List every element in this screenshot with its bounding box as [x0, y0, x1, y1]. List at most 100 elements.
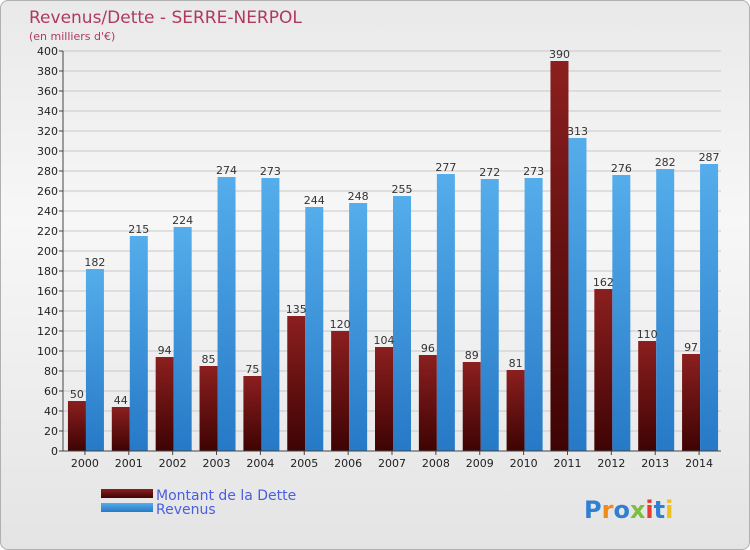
- x-tick-label: 2014: [685, 457, 713, 470]
- x-tick-label: 2003: [203, 457, 231, 470]
- data-label-dette: 97: [684, 341, 698, 354]
- y-tick-label: 20: [44, 425, 58, 438]
- logo-letter: i: [665, 496, 673, 524]
- bar-revenus: [700, 164, 719, 451]
- proxiti-logo: Proxiti: [584, 496, 673, 524]
- data-label-dette: 390: [549, 48, 570, 61]
- chart-subtitle: (en milliers d'€): [29, 30, 115, 43]
- data-label-dette: 75: [245, 363, 259, 376]
- x-tick-label: 2011: [553, 457, 581, 470]
- bar-revenus: [261, 178, 280, 451]
- bar-dette: [506, 370, 525, 451]
- logo-letter: o: [613, 496, 630, 524]
- logo-letter: P: [584, 496, 602, 524]
- x-tick-label: 2002: [159, 457, 187, 470]
- data-label-revenus: 282: [655, 156, 676, 169]
- logo-letter: x: [630, 496, 646, 524]
- y-tick-label: 100: [37, 345, 58, 358]
- y-tick-label: 280: [37, 165, 58, 178]
- chart-title: Revenus/Dette - SERRE-NERPOL: [29, 8, 302, 28]
- x-tick-label: 2010: [510, 457, 538, 470]
- data-label-dette: 50: [70, 388, 84, 401]
- data-label-revenus: 248: [348, 190, 369, 203]
- y-tick-label: 160: [37, 285, 58, 298]
- x-tick-label: 2007: [378, 457, 406, 470]
- bar-dette: [418, 355, 437, 451]
- x-tick-label: 2000: [71, 457, 99, 470]
- bar-dette: [682, 354, 701, 451]
- data-label-revenus: 313: [567, 125, 588, 138]
- x-tick-label: 2012: [597, 457, 625, 470]
- data-label-dette: 94: [158, 344, 172, 357]
- data-label-revenus: 215: [128, 223, 149, 236]
- y-tick-label: 120: [37, 325, 58, 338]
- bar-dette: [462, 362, 481, 451]
- y-tick-label: 340: [37, 105, 58, 118]
- bar-revenus: [436, 174, 455, 451]
- bar-revenus: [305, 207, 324, 451]
- x-tick-label: 2005: [290, 457, 318, 470]
- data-labels: 50 182 44 215 94 224 85 274 75 273 135 244 120 248 104…: [70, 48, 720, 407]
- data-label-revenus: 276: [611, 162, 632, 175]
- bar-revenus: [612, 175, 631, 451]
- bar-dette: [375, 347, 393, 451]
- legend-swatch-dette: [101, 489, 153, 498]
- legend-label-dette: Montant de la Dette: [156, 488, 296, 504]
- y-tick-label: 260: [37, 185, 58, 198]
- y-tick-label: 380: [37, 65, 58, 78]
- bar-revenus: [480, 179, 499, 451]
- y-tick-label: 400: [37, 45, 58, 58]
- data-label-revenus: 272: [479, 166, 500, 179]
- legend-swatch-revenus: [101, 503, 153, 512]
- gridlines: [63, 50, 721, 452]
- bar-revenus: [656, 169, 675, 451]
- bar-dette: [550, 61, 569, 451]
- bar-revenus: [217, 177, 236, 451]
- bar-dette: [111, 407, 130, 451]
- data-label-revenus: 255: [392, 183, 413, 196]
- bar-revenus: [568, 138, 587, 451]
- bar-dette: [331, 331, 350, 451]
- y-tick-label: 80: [44, 365, 58, 378]
- bar-dette: [67, 401, 86, 451]
- data-label-dette: 44: [114, 394, 128, 407]
- data-label-revenus: 287: [699, 151, 720, 164]
- data-label-dette: 135: [286, 303, 307, 316]
- bar-dette: [287, 316, 306, 451]
- y-tick-label: 220: [37, 225, 58, 238]
- x-axis-ticks: 2000 2001 2002 2003 2004 2005 2006 2007 2008 2009…: [71, 451, 713, 470]
- y-axis-ticks: 0 20 40 60 80 100 120 140 160 180 200 220 240 260 280 3…: [37, 45, 63, 458]
- y-tick-label: 200: [37, 245, 58, 258]
- logo-letter: i: [645, 496, 653, 524]
- y-tick-label: 180: [37, 265, 58, 278]
- y-tick-label: 60: [44, 385, 58, 398]
- logo-letter: t: [654, 496, 665, 524]
- data-label-dette: 96: [421, 342, 435, 355]
- bar-dette: [243, 376, 262, 451]
- bar-revenus: [393, 196, 411, 451]
- y-tick-label: 140: [37, 305, 58, 318]
- y-tick-label: 320: [37, 125, 58, 138]
- bar-dette: [155, 357, 174, 451]
- data-label-dette: 85: [202, 353, 216, 366]
- legend-label-revenus: Revenus: [156, 502, 216, 518]
- data-label-dette: 89: [465, 349, 479, 362]
- data-label-revenus: 224: [172, 214, 193, 227]
- bar-revenus: [85, 269, 104, 451]
- bar-revenus: [524, 178, 543, 451]
- x-tick-label: 2001: [115, 457, 143, 470]
- x-tick-label: 2013: [641, 457, 669, 470]
- x-tick-label: 2008: [422, 457, 450, 470]
- bar-dette: [638, 341, 657, 451]
- data-label-revenus: 244: [304, 194, 325, 207]
- data-label-dette: 104: [374, 334, 395, 347]
- data-label-dette: 120: [330, 318, 351, 331]
- y-tick-label: 300: [37, 145, 58, 158]
- data-label-revenus: 273: [523, 165, 544, 178]
- data-label-dette: 110: [637, 328, 658, 341]
- data-label-revenus: 273: [260, 165, 281, 178]
- bar-dette: [594, 289, 613, 451]
- data-label-dette: 162: [593, 276, 614, 289]
